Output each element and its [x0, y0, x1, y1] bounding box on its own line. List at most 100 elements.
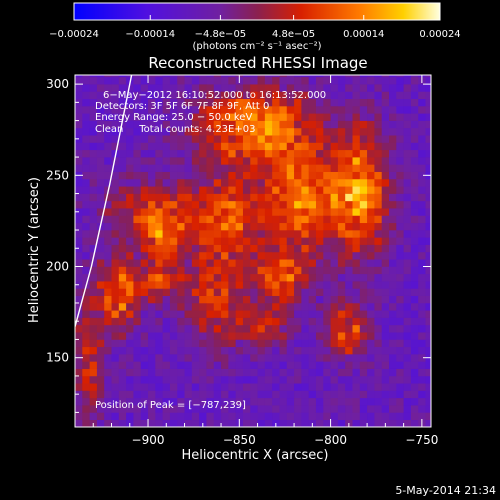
- heatmap-cell: [294, 120, 302, 129]
- heatmap-cell: [111, 419, 120, 427]
- heatmap-cell: [352, 397, 361, 406]
- heatmap-cell: [389, 222, 397, 231]
- heatmap-cell: [294, 76, 302, 85]
- heatmap-cell: [272, 164, 280, 172]
- heatmap-cell: [140, 354, 149, 362]
- heatmap-cell: [162, 390, 171, 399]
- heatmap-cell: [250, 91, 258, 100]
- heatmap-cell: [111, 113, 120, 121]
- heatmap-cell: [337, 259, 346, 267]
- heatmap-cell: [345, 368, 353, 377]
- heatmap-cell: [148, 98, 156, 107]
- heatmap-cell: [118, 230, 127, 238]
- heatmap-cell: [352, 412, 361, 421]
- annotation-clean: Clean Total counts: 4.23E+03: [95, 124, 255, 135]
- heatmap-cell: [199, 75, 207, 78]
- heatmap-cell: [162, 178, 171, 187]
- heatmap-cell: [308, 230, 317, 238]
- heatmap-cell: [323, 237, 331, 245]
- heatmap-cell: [279, 193, 288, 202]
- heatmap-cell: [235, 412, 244, 421]
- heatmap-cell: [337, 157, 346, 165]
- heatmap-cell: [396, 98, 404, 107]
- heatmap-cell: [301, 383, 309, 391]
- heatmap-cell: [345, 295, 353, 304]
- heatmap-cell: [279, 222, 288, 231]
- heatmap-cell: [352, 295, 361, 304]
- heatmap-cell: [140, 339, 149, 348]
- heatmap-cell: [118, 259, 127, 267]
- heatmap-cell: [228, 346, 236, 355]
- heatmap-cell: [264, 208, 273, 216]
- heatmap-cell: [96, 266, 105, 275]
- heatmap-cell: [352, 222, 361, 231]
- heatmap-cell: [286, 230, 295, 238]
- annotation-time: 6−May−2012 16:10:52.000 to 16:13:52.000: [103, 90, 326, 101]
- heatmap-cell: [257, 98, 266, 107]
- heatmap-cell: [286, 113, 295, 121]
- heatmap-cell: [323, 222, 331, 231]
- heatmap-cell: [242, 251, 251, 260]
- heatmap-cell: [250, 200, 258, 209]
- heatmap-cell: [323, 383, 331, 391]
- heatmap-cell: [148, 324, 156, 333]
- heatmap-cell: [250, 412, 258, 421]
- heatmap-cell: [104, 230, 112, 238]
- heatmap-cell: [315, 164, 324, 172]
- heatmap-cell: [169, 361, 178, 369]
- heatmap-cell: [89, 324, 98, 333]
- heatmap-cell: [75, 266, 83, 275]
- heatmap-cell: [89, 106, 98, 114]
- heatmap-cell: [272, 215, 280, 224]
- heatmap-cell: [162, 106, 171, 114]
- heatmap-cell: [345, 266, 353, 275]
- heatmap-cell: [206, 310, 215, 318]
- heatmap-cell: [367, 91, 375, 100]
- heatmap-cell: [242, 208, 251, 216]
- heatmap-cell: [359, 76, 368, 85]
- heatmap-cell: [425, 135, 431, 143]
- heatmap-cell: [337, 397, 346, 406]
- colorbar-tick-label: −0.00024: [49, 29, 99, 40]
- heatmap-cell: [367, 375, 375, 384]
- heatmap-cell: [337, 75, 346, 78]
- heatmap-cell: [330, 142, 339, 151]
- heatmap-cell: [75, 295, 83, 304]
- heatmap-cell: [221, 244, 229, 253]
- heatmap-cell: [286, 75, 295, 78]
- heatmap-cell: [337, 332, 346, 340]
- heatmap-cell: [272, 302, 280, 311]
- heatmap-cell: [89, 354, 98, 362]
- heatmap-cell: [345, 200, 353, 209]
- heatmap-cell: [89, 178, 98, 187]
- x-axis-label: Heliocentric X (arcsec): [182, 448, 329, 463]
- heatmap-cell: [323, 171, 331, 180]
- heatmap-cell: [155, 317, 163, 326]
- heatmap-cell: [96, 178, 105, 187]
- heatmap-cell: [111, 295, 120, 304]
- heatmap-cell: [418, 120, 426, 129]
- heatmap-cell: [89, 397, 98, 406]
- heatmap-cell: [104, 375, 112, 384]
- heatmap-cell: [272, 405, 280, 413]
- heatmap-cell: [264, 368, 273, 377]
- heatmap-cell: [389, 310, 397, 318]
- heatmap-cell: [381, 412, 390, 421]
- heatmap-cell: [330, 98, 339, 107]
- heatmap-cell: [389, 157, 397, 165]
- heatmap-cell: [111, 317, 120, 326]
- heatmap-cell: [389, 75, 397, 78]
- heatmap-cell: [250, 375, 258, 384]
- heatmap-cell: [184, 397, 193, 406]
- heatmap-cell: [330, 405, 339, 413]
- heatmap-cell: [410, 354, 419, 362]
- heatmap-cell: [148, 259, 156, 267]
- heatmap-cell: [425, 113, 431, 121]
- heatmap-cell: [206, 171, 215, 180]
- heatmap-cell: [352, 368, 361, 377]
- heatmap-cell: [242, 135, 251, 143]
- heatmap-cell: [148, 84, 156, 92]
- heatmap-cell: [345, 288, 353, 296]
- heatmap-cell: [75, 324, 83, 333]
- heatmap-cell: [367, 84, 375, 92]
